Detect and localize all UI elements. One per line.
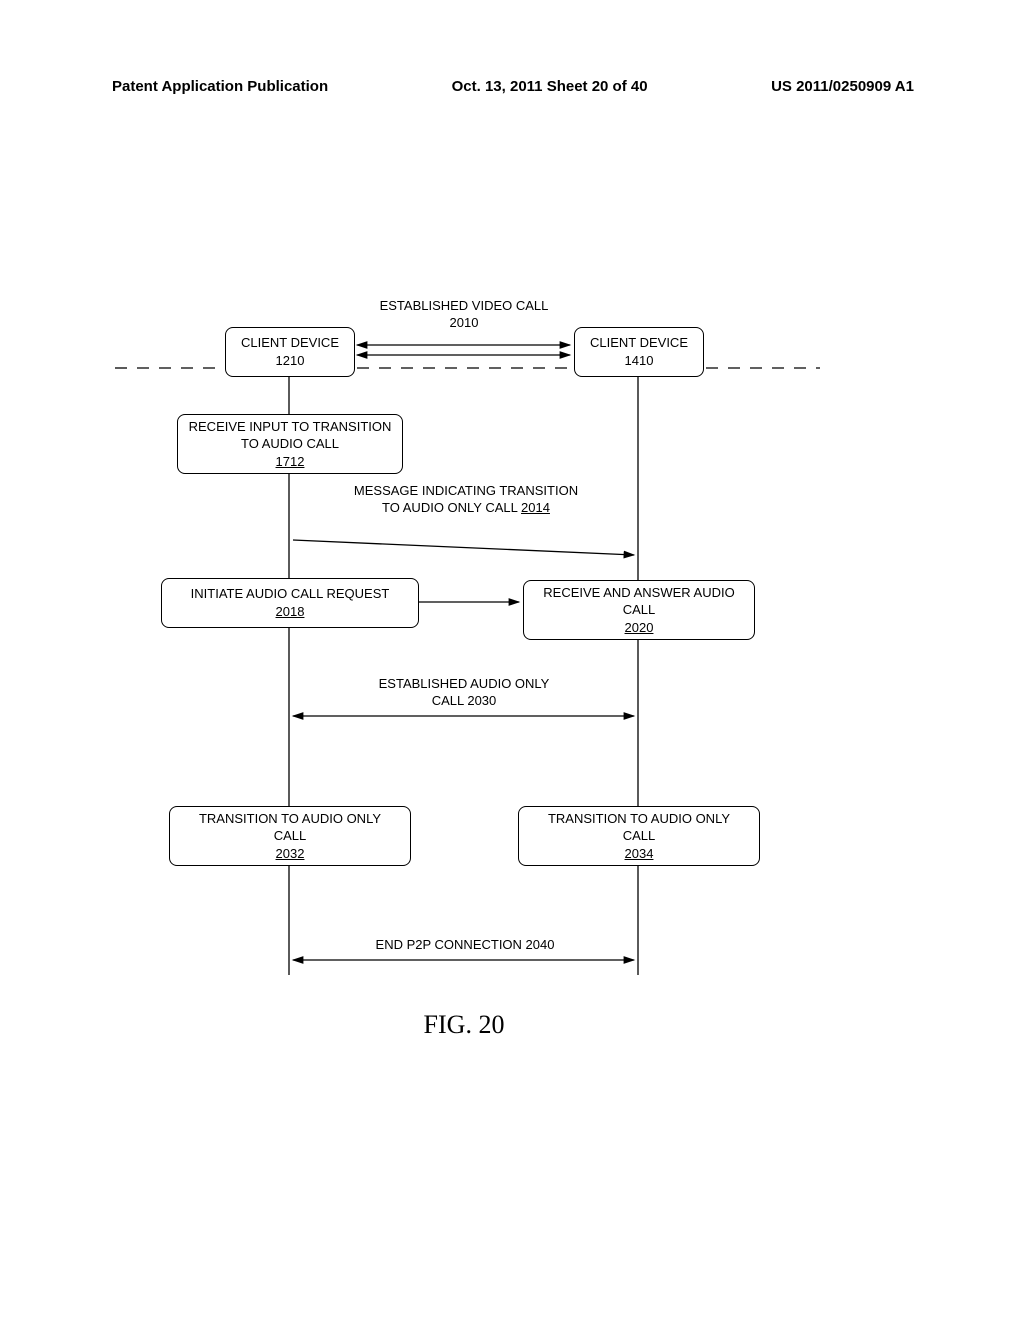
receive-input-box: RECEIVE INPUT TO TRANSITION TO AUDIO CAL… <box>177 414 403 474</box>
diagram-svg <box>0 0 1024 1320</box>
transition-left-box: TRANSITION TO AUDIO ONLY CALL 2032 <box>169 806 411 866</box>
client-device-right-box: CLIENT DEVICE 1410 <box>574 327 704 377</box>
figure-label: FIG. 20 <box>398 1010 530 1040</box>
transition-message-label: MESSAGE INDICATING TRANSITION TO AUDIO O… <box>336 483 596 517</box>
initiate-audio-box: INITIATE AUDIO CALL REQUEST 2018 <box>161 578 419 628</box>
receive-answer-box: RECEIVE AND ANSWER AUDIO CALL 2020 <box>523 580 755 640</box>
client-device-left-box: CLIENT DEVICE 1210 <box>225 327 355 377</box>
established-video-label: ESTABLISHED VIDEO CALL 2010 <box>364 298 564 332</box>
end-p2p-label: END P2P CONNECTION 2040 <box>345 937 585 954</box>
transition-right-box: TRANSITION TO AUDIO ONLY CALL 2034 <box>518 806 760 866</box>
page: Patent Application Publication Oct. 13, … <box>0 0 1024 1320</box>
established-audio-label: ESTABLISHED AUDIO ONLY CALL 2030 <box>346 676 582 710</box>
